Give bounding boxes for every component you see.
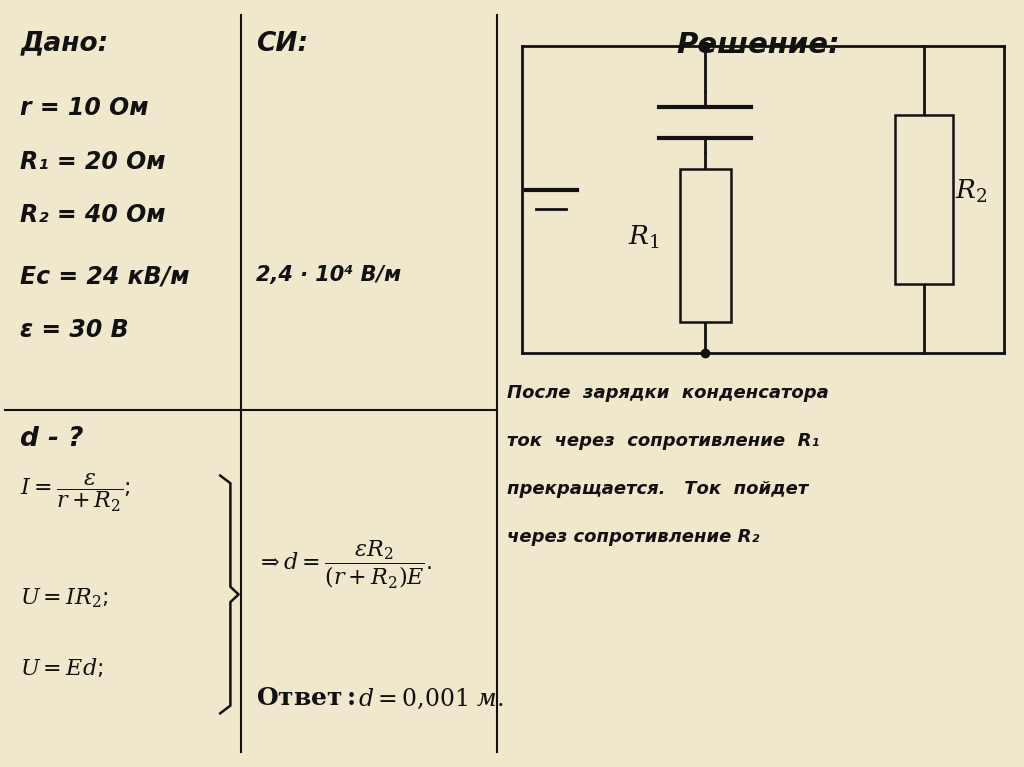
Text: После  зарядки  конденсатора: После зарядки конденсатора — [507, 384, 828, 401]
Text: $I = \dfrac{\varepsilon}{r + R_2}$;: $I = \dfrac{\varepsilon}{r + R_2}$; — [20, 472, 131, 514]
Text: r = 10 Ом: r = 10 Ом — [20, 96, 148, 120]
Text: ε = 30 В: ε = 30 В — [20, 318, 129, 342]
Text: $d = 0{,}001\ \mathit{м.}$: $d = 0{,}001\ \mathit{м.}$ — [358, 686, 505, 710]
Text: ток  через  сопротивление  R₁: ток через сопротивление R₁ — [507, 432, 819, 449]
Text: $U = Ed$;: $U = Ed$; — [20, 656, 103, 679]
Text: Решение:: Решение: — [676, 31, 840, 59]
Text: $\mathbf{Ответ:}$: $\mathbf{Ответ:}$ — [256, 686, 355, 710]
Text: $\Rightarrow d = \dfrac{\varepsilon R_2}{(r + R_2)E}$.: $\Rightarrow d = \dfrac{\varepsilon R_2}… — [256, 538, 432, 590]
Text: $R_2$: $R_2$ — [954, 178, 987, 206]
Text: d - ?: d - ? — [20, 426, 84, 452]
Text: 2,4 · 10⁴ В/м: 2,4 · 10⁴ В/м — [256, 265, 401, 285]
Bar — [680, 169, 731, 322]
Bar — [895, 115, 952, 284]
Text: через сопротивление R₂: через сопротивление R₂ — [507, 528, 759, 546]
Text: Eс = 24 кВ/м: Eс = 24 кВ/м — [20, 265, 190, 288]
Text: Дано:: Дано: — [20, 31, 109, 57]
Text: прекращается.   Ток  пойдет: прекращается. Ток пойдет — [507, 480, 808, 498]
Text: R₂ = 40 Ом: R₂ = 40 Ом — [20, 203, 166, 227]
Text: $U = IR_2$;: $U = IR_2$; — [20, 587, 110, 611]
Text: СИ:: СИ: — [256, 31, 308, 57]
Text: R₁ = 20 Ом: R₁ = 20 Ом — [20, 150, 166, 173]
Text: $R_1$: $R_1$ — [628, 224, 659, 252]
